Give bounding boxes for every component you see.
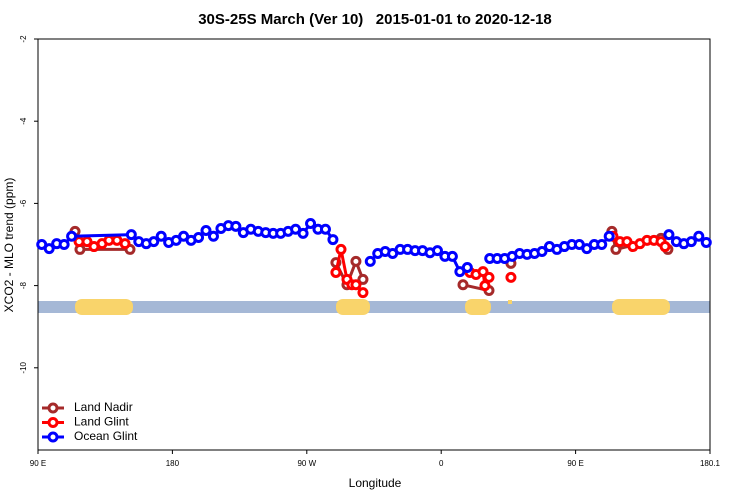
land-band [612, 299, 670, 315]
data-point [693, 230, 705, 242]
land-band [336, 299, 370, 315]
data-point [58, 239, 70, 250]
data-point [610, 243, 622, 255]
land-ocean-band [38, 299, 710, 315]
data-point [148, 236, 160, 248]
legend-marker [47, 417, 59, 428]
y-tick-label: -8 [19, 281, 28, 289]
data-point [700, 236, 712, 248]
legend-label: Land Nadir [74, 400, 133, 414]
x-tick-label: 180.1 [700, 459, 721, 468]
data-point [125, 229, 137, 241]
data-point [330, 266, 342, 278]
data-point [457, 279, 469, 291]
y-axis-label: XCO2 - MLO trend (ppm) [2, 178, 16, 313]
data-point [596, 239, 608, 250]
data-point [193, 232, 205, 244]
data-point [350, 255, 362, 267]
y-tick-label: -4 [19, 117, 28, 125]
ocean-band [38, 301, 710, 313]
x-tick-label: 180 [166, 459, 180, 468]
data-point [536, 245, 548, 257]
data-point [230, 220, 242, 232]
data-point [305, 218, 317, 230]
x-tick-label: 90 E [30, 459, 46, 468]
land-band [75, 299, 133, 315]
data-point [357, 287, 369, 299]
data-point [66, 230, 78, 242]
data-point [685, 236, 697, 248]
data-point [81, 236, 93, 248]
chart-title: 30S-25S March (Ver 10) 2015-01-01 to 202… [198, 11, 552, 28]
data-point [663, 229, 675, 241]
data-point [446, 250, 458, 262]
legend-marker [47, 402, 59, 414]
land-band [508, 300, 512, 304]
data-point [43, 243, 55, 255]
data-point [431, 245, 443, 257]
data-point [155, 230, 167, 242]
y-tick-label: -2 [19, 35, 28, 43]
data-point [327, 234, 339, 246]
legend-marker [47, 431, 59, 443]
data-point [207, 230, 219, 242]
data-point [335, 243, 347, 255]
x-tick-label: 90 E [567, 459, 583, 468]
data-point [364, 255, 376, 267]
data-point [505, 271, 517, 283]
x-axis-label: Longitude [349, 476, 402, 490]
data-point [483, 271, 495, 283]
land-band [465, 299, 491, 315]
data-point [119, 238, 131, 250]
data-point [297, 227, 309, 239]
x-tick-label: 0 [439, 459, 444, 468]
data-point [479, 280, 491, 292]
data-point [659, 241, 671, 253]
data-point [319, 223, 331, 235]
data-point [200, 225, 212, 237]
x-tick-label: 90 W [297, 459, 316, 468]
y-tick-label: -6 [19, 199, 28, 207]
data-point [603, 230, 615, 242]
data-point [357, 273, 369, 285]
y-tick-label: -10 [19, 361, 28, 373]
data-point [461, 262, 473, 274]
data-point [350, 279, 362, 291]
legend-label: Ocean Glint [74, 429, 138, 443]
legend-label: Land Glint [74, 415, 129, 429]
